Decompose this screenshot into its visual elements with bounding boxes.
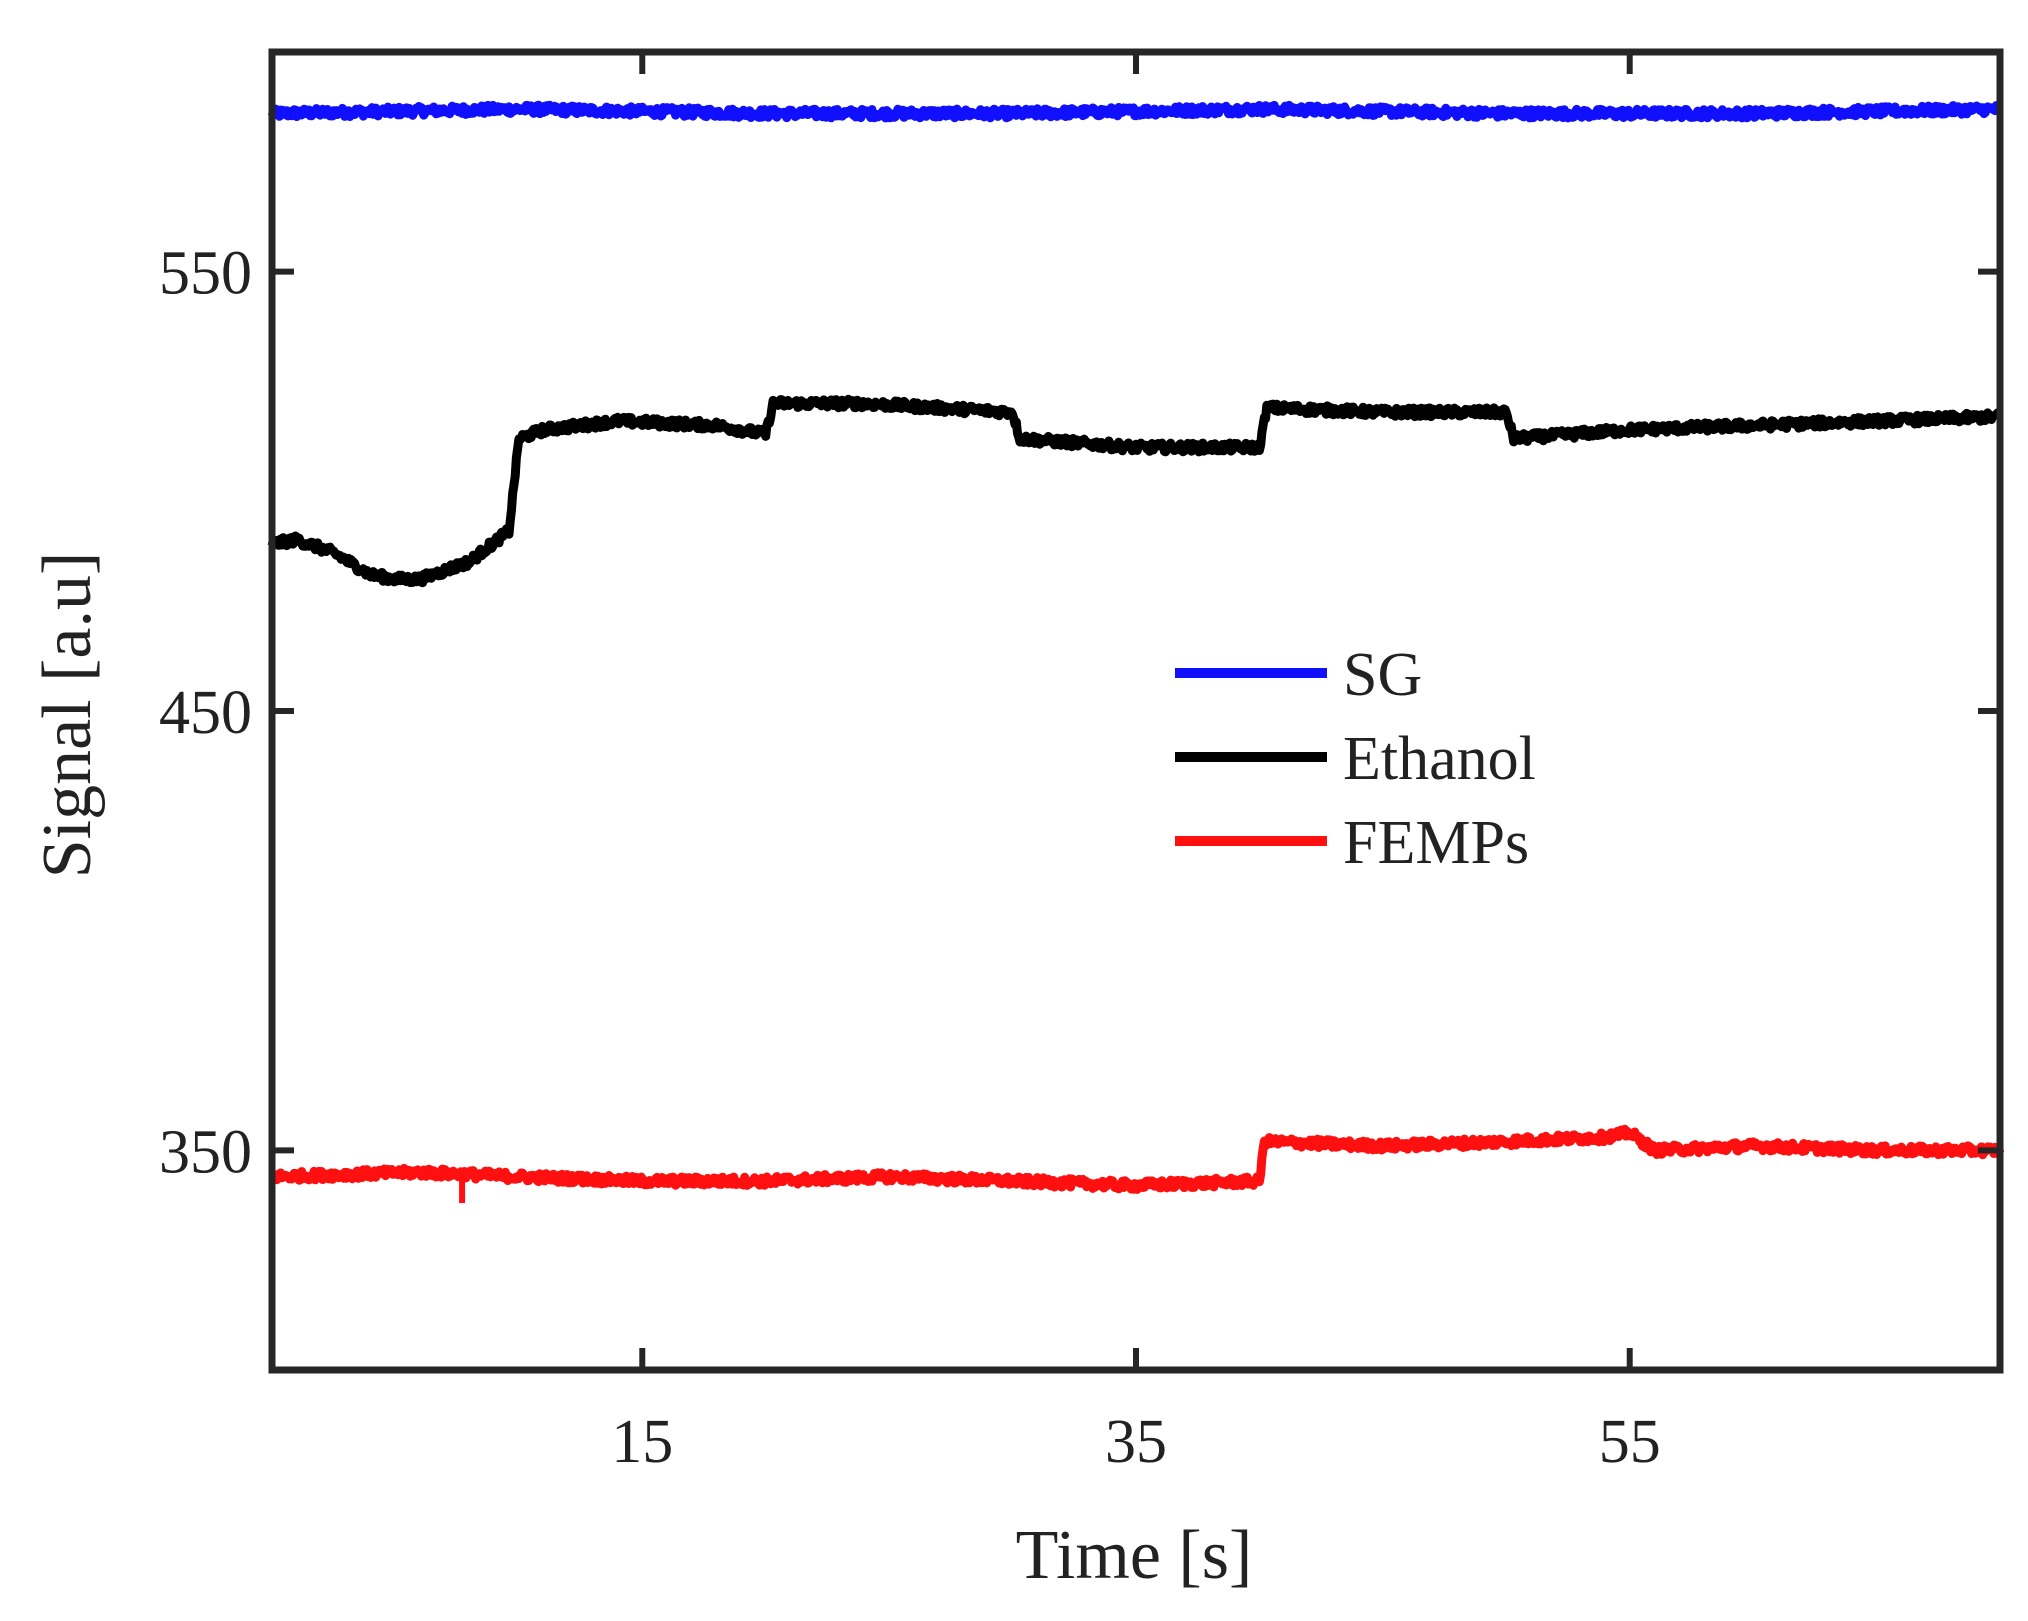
legend-label-femps: FEMPs	[1343, 809, 1529, 877]
y-axis-label: Signal [a.u]	[29, 552, 106, 879]
x-axis-label: Time [s]	[1016, 1517, 1253, 1594]
x-tick-label: 35	[1105, 1408, 1167, 1476]
x-tick-label: 15	[611, 1408, 673, 1476]
y-tick-label: 550	[159, 240, 252, 308]
legend: SG Ethanol FEMPs	[1175, 641, 1536, 877]
series-line-sg	[267, 100, 2004, 123]
y-tick-label: 450	[159, 679, 252, 747]
x-tick-label: 55	[1599, 1408, 1661, 1476]
legend-label-sg: SG	[1343, 641, 1422, 709]
legend-label-ethanol: Ethanol	[1343, 725, 1536, 793]
series-line-femps	[268, 1124, 2005, 1194]
y-tick-label: 350	[159, 1118, 252, 1186]
series-line-ethanol	[267, 394, 2004, 588]
